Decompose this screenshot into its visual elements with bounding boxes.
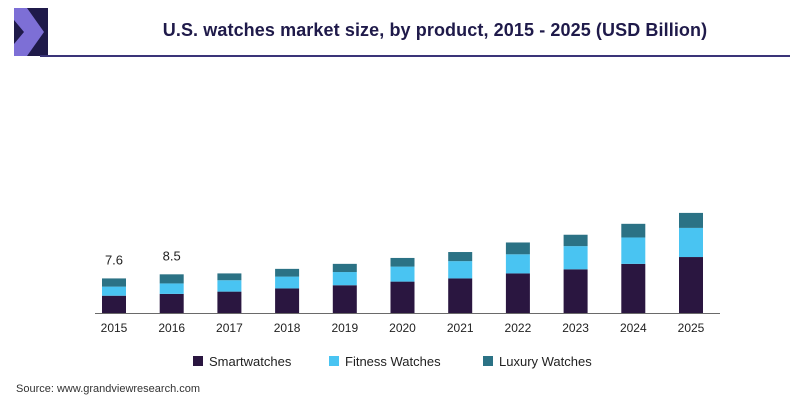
bar-fitness-watches-2020 bbox=[390, 266, 415, 282]
bar-luxury-watches-2023 bbox=[563, 234, 588, 247]
legend-label-smartwatches: Smartwatches bbox=[209, 354, 292, 369]
legend-swatch-smartwatches bbox=[193, 356, 203, 366]
bar-fitness-watches-2023 bbox=[563, 246, 588, 270]
bar-fitness-watches-2017 bbox=[217, 280, 242, 292]
bar-luxury-watches-2018 bbox=[275, 268, 300, 277]
bar-fitness-watches-2022 bbox=[505, 254, 530, 274]
bar-smartwatches-2019 bbox=[332, 285, 357, 313]
legend-label-fitness-watches: Fitness Watches bbox=[345, 354, 441, 369]
x-tick-label-2022: 2022 bbox=[505, 321, 532, 335]
x-tick-label-2016: 2016 bbox=[158, 321, 185, 335]
page-title: U.S. watches market size, by product, 20… bbox=[162, 19, 708, 40]
bar-smartwatches-2017 bbox=[217, 291, 242, 313]
bar-smartwatches-2025 bbox=[679, 257, 703, 313]
bar-fitness-watches-2025 bbox=[679, 227, 703, 258]
bar-luxury-watches-2016 bbox=[159, 274, 184, 284]
x-tick-label-2017: 2017 bbox=[216, 321, 243, 335]
bar-fitness-watches-2016 bbox=[159, 283, 184, 294]
legend-swatch-luxury-watches bbox=[483, 356, 493, 366]
bar-fitness-watches-2018 bbox=[275, 276, 300, 289]
bar-luxury-watches-2022 bbox=[505, 242, 530, 255]
grand-view-research-logo-icon bbox=[14, 8, 48, 56]
x-tick-label-2019: 2019 bbox=[331, 321, 358, 335]
data-label-2015: 7.6 bbox=[105, 252, 123, 267]
legend-swatch-fitness-watches bbox=[329, 356, 339, 366]
bar-luxury-watches-2019 bbox=[332, 263, 357, 273]
x-tick-label-2023: 2023 bbox=[562, 321, 589, 335]
x-tick-label-2018: 2018 bbox=[274, 321, 301, 335]
legend-label-luxury-watches: Luxury Watches bbox=[499, 354, 592, 369]
x-tick-label-2025: 2025 bbox=[678, 321, 705, 335]
bar-smartwatches-2015 bbox=[102, 295, 126, 313]
source-note: Source: www.grandviewresearch.com bbox=[16, 383, 201, 395]
x-tick-label-2021: 2021 bbox=[447, 321, 474, 335]
bar-luxury-watches-2025 bbox=[679, 212, 703, 228]
bar-smartwatches-2020 bbox=[390, 281, 415, 313]
bar-smartwatches-2016 bbox=[159, 293, 184, 313]
bar-smartwatches-2023 bbox=[563, 269, 588, 313]
stacked-bar-chart: 2015 2016 2017 2018 2019 2020 2021 2022 2023 2024… bbox=[95, 212, 720, 369]
bar-fitness-watches-2021 bbox=[448, 261, 473, 279]
x-tick-label-2020: 2020 bbox=[389, 321, 416, 335]
bar-smartwatches-2018 bbox=[275, 288, 300, 313]
bar-fitness-watches-2015 bbox=[102, 286, 126, 296]
bar-fitness-watches-2019 bbox=[332, 272, 357, 286]
bar-smartwatches-2021 bbox=[448, 278, 473, 313]
bar-smartwatches-2022 bbox=[505, 273, 530, 313]
bar-luxury-watches-2024 bbox=[621, 223, 646, 238]
bar-luxury-watches-2015 bbox=[102, 278, 126, 287]
title-divider bbox=[40, 55, 790, 57]
data-label-2016: 8.5 bbox=[163, 248, 181, 263]
bar-luxury-watches-2020 bbox=[390, 257, 415, 267]
x-tick-label-2024: 2024 bbox=[620, 321, 647, 335]
bar-luxury-watches-2021 bbox=[448, 252, 473, 262]
x-tick-label-2015: 2015 bbox=[101, 321, 128, 335]
bar-smartwatches-2024 bbox=[621, 263, 646, 313]
bar-fitness-watches-2024 bbox=[621, 237, 646, 264]
bar-luxury-watches-2017 bbox=[217, 273, 242, 281]
